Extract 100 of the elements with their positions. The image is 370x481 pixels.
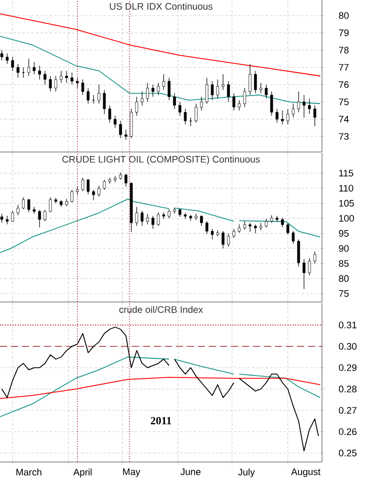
candlestick [313,251,316,264]
candlestick [297,239,300,267]
candlestick [92,189,95,201]
y-tick-label: 0.27 [338,407,356,414]
candlestick [270,91,274,116]
candlestick [140,210,144,226]
candlestick [86,88,90,104]
candlestick [168,208,170,219]
candlestick [259,82,262,94]
chart-title: crude oil/CRB Index [119,306,203,313]
y-tick-label: 75 [339,290,349,297]
y-tick-label: 110 [339,184,354,192]
y-tick-label: 80 [338,275,349,282]
y-tick-label: 80 [338,12,349,19]
y-tick-label: 90 [338,245,349,252]
candlestick [248,64,252,96]
candlestick [124,173,128,188]
annotation: 2011 [150,416,172,424]
candlestick [70,72,74,85]
candlestick [205,221,208,234]
candlestick [22,196,25,210]
candlestick [194,103,198,123]
candlestick [27,198,30,213]
candlestick [281,110,284,125]
candlestick [156,82,160,96]
candlestick [98,186,100,197]
candlestick [44,70,46,85]
candlestick [152,216,154,230]
candlestick [297,91,300,113]
candlestick [76,77,79,88]
candlestick [205,77,208,104]
candlestick [286,108,290,125]
y-tick-label: 74 [339,116,349,122]
candlestick [276,216,278,222]
x-tick-label: August [291,468,320,477]
candlestick [60,70,63,84]
candlestick [146,82,149,102]
candlestick [222,74,224,90]
y-tick-label: 0.29 [338,364,356,372]
candlestick [254,224,257,234]
candlestick [210,80,214,100]
line-series [0,376,321,400]
candlestick [48,196,52,213]
candlestick [286,222,290,236]
candlestick [162,74,166,90]
candlestick [243,88,246,108]
candlestick [38,210,41,228]
x-tick-label: June [180,468,201,476]
candlestick [44,210,46,222]
y-tick-label: 0.31 [338,322,356,328]
candlestick [173,207,176,214]
candlestick [102,179,106,190]
candlestick [227,233,230,248]
candlestick [232,228,236,238]
candlestick [302,258,306,290]
candlestick [16,64,20,78]
chart-title: CRUDE LIGHT OIL (COMPOSITE) Continuous [62,156,260,164]
y-tick-label: 105 [339,200,354,207]
candlestick [108,105,112,123]
y-tick-label: 0.26 [338,428,357,436]
candlestick [238,100,241,111]
candlestick [281,217,284,228]
candlestick [16,204,20,216]
candlestick [119,120,122,138]
candlestick [168,77,170,100]
y-tick-label: 73 [339,133,349,140]
candlestick [81,79,84,96]
candlestick [70,189,74,203]
candlestick [38,65,41,80]
candlestick [227,80,230,102]
candlestick [11,56,14,72]
candlestick [140,91,144,106]
candlestick [102,90,106,114]
candlestick [156,212,160,226]
y-tick-label: 100 [339,214,354,222]
chart-title: US DLR IDX Continuous [110,2,212,10]
candlestick [86,178,90,195]
candlestick [32,62,36,75]
candlestick [146,214,149,225]
candlestick [65,70,68,84]
candlestick [210,228,214,240]
candlestick [27,58,30,76]
candlestick [81,177,84,192]
candlestick [135,96,138,116]
candlestick [264,84,268,99]
candlestick [248,222,252,232]
y-tick-label: 0.28 [338,386,357,392]
candlestick [22,67,25,78]
y-tick-label: 115 [339,170,354,176]
y-tick-label: 79 [339,29,349,36]
candlestick [98,84,100,104]
candlestick [178,102,182,116]
y-tick-label: 85 [338,260,349,267]
candlestick [135,206,138,226]
candlestick [232,92,236,111]
y-tick-label: 75 [339,98,349,106]
candlestick [200,96,203,111]
candlestick [308,258,311,276]
candlestick [0,50,4,61]
x-tick-label: April [73,468,92,478]
